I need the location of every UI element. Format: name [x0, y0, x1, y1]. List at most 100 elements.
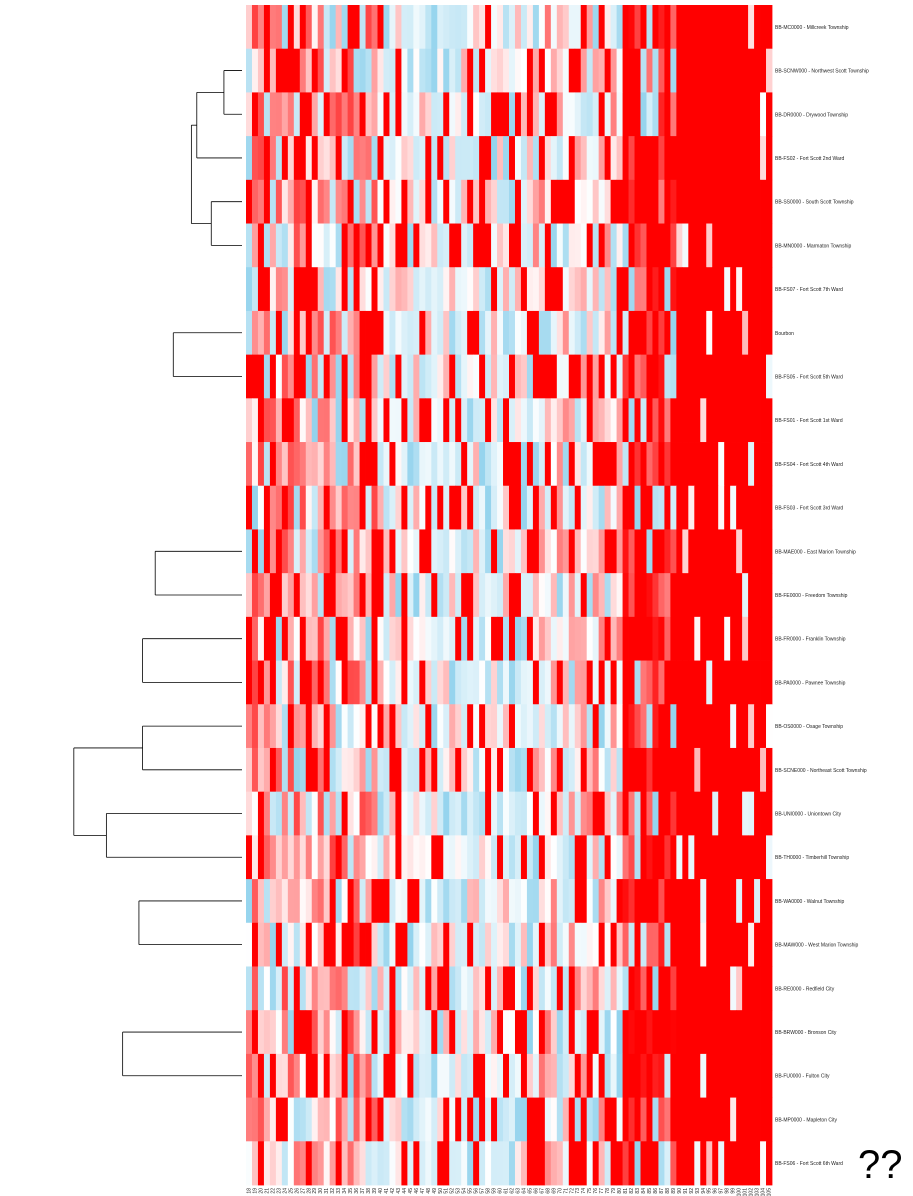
heatmap-cell	[592, 485, 600, 530]
heatmap-cell	[305, 223, 313, 268]
heatmap-cell	[670, 179, 677, 224]
heatmap-cell	[341, 660, 349, 705]
heatmap-cell	[335, 1010, 343, 1055]
heatmap-cell	[443, 48, 450, 93]
heatmap-cell	[514, 879, 522, 924]
heatmap-cell	[251, 529, 259, 574]
heatmap-cell	[628, 747, 635, 793]
heatmap-cell	[365, 879, 372, 924]
heatmap-cell	[766, 616, 773, 661]
heatmap-cell	[730, 442, 737, 487]
column-label: 54	[462, 1188, 468, 1194]
heatmap-cell	[598, 835, 606, 880]
heatmap-cell	[359, 791, 366, 836]
heatmap-cell	[526, 1097, 534, 1142]
heatmap-cell	[682, 704, 689, 749]
heatmap-cell	[682, 660, 689, 705]
heatmap-cell	[646, 310, 653, 356]
heatmap-cell	[616, 660, 623, 705]
heatmap-cell	[509, 529, 516, 574]
heatmap-cell	[287, 5, 295, 50]
heatmap-cell	[335, 922, 343, 967]
heatmap-cell	[640, 616, 647, 661]
heatmap-cell	[568, 1010, 576, 1055]
row-label: BB-FS05 - Fort Scott 5th Ward	[775, 374, 843, 380]
heatmap-cell	[514, 485, 522, 530]
heatmap-cell	[634, 1097, 641, 1142]
heatmap-cell	[634, 747, 641, 793]
heatmap-cell	[592, 1010, 600, 1055]
heatmap-cell	[622, 5, 629, 50]
heatmap-cell	[526, 835, 534, 880]
heatmap-cell	[520, 922, 528, 967]
heatmap-cell	[718, 1141, 725, 1186]
heatmap-cell	[329, 835, 337, 880]
heatmap-cell	[694, 835, 701, 880]
heatmap-cell	[766, 92, 773, 137]
heatmap-cell	[425, 704, 432, 749]
heatmap-cell	[425, 660, 432, 705]
heatmap-cell	[461, 922, 468, 967]
heatmap-cell	[383, 92, 390, 137]
heatmap-cell	[299, 354, 307, 399]
heatmap-cell	[353, 879, 360, 924]
heatmap-cell	[431, 966, 438, 1011]
heatmap-cell	[586, 573, 594, 618]
heatmap-cell	[664, 1010, 671, 1055]
heatmap-cell	[514, 747, 522, 793]
heatmap-cell	[538, 442, 546, 487]
heatmap-cell	[353, 398, 360, 443]
heatmap-cell	[562, 879, 570, 924]
heatmap-cell	[568, 310, 576, 356]
heatmap-cell	[742, 485, 749, 530]
heatmap-cell	[706, 136, 713, 181]
heatmap-cell	[335, 179, 343, 224]
heatmap-cell	[293, 879, 301, 924]
heatmap-cell	[556, 310, 564, 356]
heatmap-cell	[251, 398, 259, 443]
heatmap-cell	[305, 1097, 313, 1142]
heatmap-cell	[592, 966, 600, 1011]
heatmap-cell	[341, 616, 349, 661]
heatmap-cell	[413, 223, 420, 268]
column-label: 48	[426, 1188, 432, 1194]
heatmap-cell	[503, 485, 510, 530]
heatmap-cell	[718, 354, 725, 399]
heatmap-cell	[580, 442, 588, 487]
heatmap-cell	[646, 442, 653, 487]
heatmap-cell	[293, 1053, 301, 1098]
heatmap-cell	[479, 354, 486, 399]
heatmap-cell	[455, 704, 462, 749]
heatmap-cell	[323, 398, 331, 443]
row-label: BB-MAW000 - West Marion Township	[775, 943, 858, 949]
heatmap-cell	[646, 48, 653, 93]
heatmap-cell	[503, 1141, 510, 1186]
heatmap-cell	[365, 791, 372, 836]
heatmap-cell	[443, 92, 450, 137]
heatmap-cell	[383, 442, 390, 487]
heatmap-cell	[730, 835, 737, 880]
heatmap-cell	[646, 616, 653, 661]
heatmap-cell	[598, 791, 606, 836]
heatmap-cell	[341, 1141, 349, 1186]
heatmap-cell	[724, 5, 731, 50]
heatmap-cell	[353, 791, 360, 836]
heatmap-cell	[736, 704, 743, 749]
column-label: 31	[324, 1188, 330, 1194]
heatmap-cell	[257, 966, 265, 1011]
heatmap-cell	[311, 616, 319, 661]
heatmap-cell	[377, 223, 384, 268]
heatmap-cell	[455, 310, 462, 356]
heatmap-cell	[299, 5, 307, 50]
heatmap-cell	[718, 1010, 725, 1055]
heatmap-cell	[520, 1053, 528, 1098]
heatmap-cell	[281, 922, 289, 967]
heatmap-cell	[503, 179, 510, 224]
heatmap-cell	[712, 704, 719, 749]
heatmap-cell	[742, 92, 749, 137]
heatmap-cell	[335, 310, 343, 356]
heatmap-cell	[455, 136, 462, 181]
heatmap-cell	[562, 1141, 570, 1186]
heatmap-cell	[497, 791, 504, 836]
heatmap-cell	[706, 310, 713, 356]
